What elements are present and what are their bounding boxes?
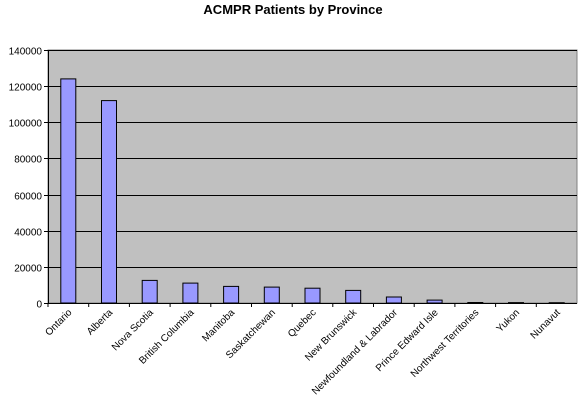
bar-british-columbia: [182, 282, 199, 304]
bars: [60, 78, 565, 304]
bar-newfoundland-labrador: [385, 296, 402, 304]
bar-prince-edward-isle: [426, 299, 443, 304]
y-tick-label: 0: [36, 300, 42, 311]
x-tick-label: Quebec: [286, 307, 319, 340]
y-tick-label: 120000: [9, 83, 43, 94]
x-tick-label: Northwest Territories: [409, 307, 481, 379]
y-tick-label: 40000: [14, 228, 42, 239]
bar-saskatchewan: [263, 286, 280, 304]
y-tick-label: 100000: [9, 119, 43, 130]
x-tick-label: Nunavut: [529, 307, 563, 341]
bar-alberta: [101, 100, 117, 304]
plot-area: [47, 49, 578, 304]
bar-nova-scotia: [141, 279, 158, 304]
x-tick-label: Yukon: [495, 307, 522, 334]
axes: [48, 50, 577, 304]
y-tick-label: 80000: [14, 155, 42, 166]
x-tick-label: Manitoba: [200, 307, 237, 344]
x-tick-label: Alberta: [85, 307, 115, 337]
chart-title: ACMPR Patients by Province: [203, 2, 383, 17]
y-tick-label: 140000: [9, 47, 43, 58]
y-tick-label: 20000: [14, 264, 42, 275]
y-tick-labels: 0 20000 40000 60000 80000 100000 120000 140000: [9, 47, 48, 311]
bar-new-brunswick: [345, 289, 362, 304]
gridlines: [48, 50, 577, 268]
bar-manitoba: [223, 285, 240, 304]
bar-ontario: [60, 78, 77, 304]
x-tick-label: Ontario: [43, 307, 74, 338]
y-tick-label: 60000: [14, 192, 42, 203]
bar-northwest-territories: [467, 302, 484, 304]
bar-quebec: [304, 287, 321, 304]
